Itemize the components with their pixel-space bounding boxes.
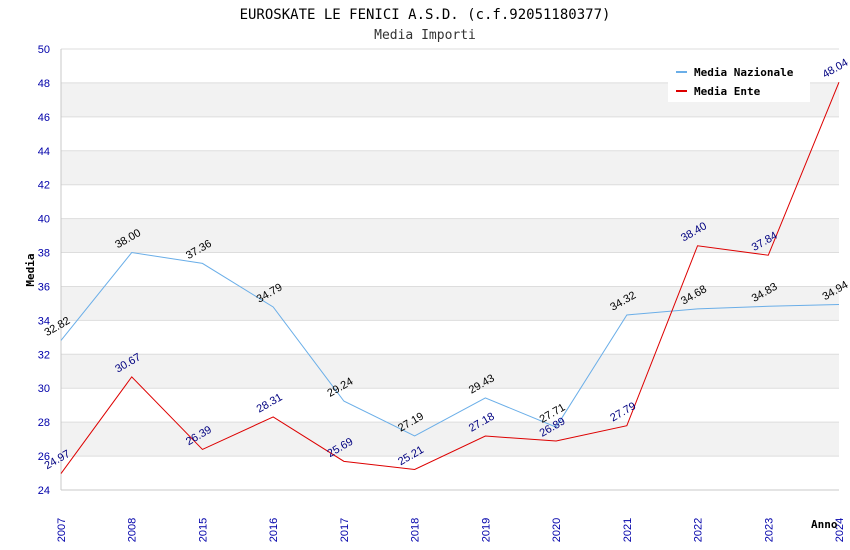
- y-tick-label: 38: [38, 248, 50, 260]
- series-line-media-ente: [60, 82, 840, 474]
- grid-band: [61, 218, 839, 253]
- axes: [60, 49, 839, 491]
- grid-band: [61, 354, 839, 389]
- y-tick-label: 34: [38, 315, 50, 327]
- grid-bands: [61, 82, 839, 457]
- x-tick-label: 2024: [834, 518, 846, 542]
- x-tick-label: 2008: [127, 518, 139, 542]
- y-tick-label: 24: [38, 485, 50, 497]
- x-tick-label: 2021: [622, 518, 634, 542]
- data-label: 48.04: [821, 57, 850, 81]
- series-lines: [60, 82, 840, 474]
- x-tick-label: 2016: [268, 518, 280, 542]
- grid-band: [61, 150, 839, 185]
- x-axis-label: Anno: [811, 518, 838, 531]
- x-tick-label: 2020: [551, 518, 563, 542]
- legend-label: Media Ente: [694, 85, 761, 98]
- y-tick-label: 40: [38, 214, 50, 226]
- y-tick-label: 42: [38, 180, 50, 192]
- x-tick-label: 2022: [693, 518, 705, 542]
- grid-band: [61, 422, 839, 457]
- y-tick-label: 44: [38, 146, 50, 158]
- y-tick-label: 36: [38, 281, 50, 293]
- legend-box: [668, 60, 810, 102]
- x-tick-labels: 2007 2008 2015 2016 2017 2018 2019 2020 2021 2022…: [56, 518, 846, 542]
- legend-label: Media Nazionale: [694, 66, 794, 79]
- y-tick-label: 28: [38, 417, 50, 429]
- x-tick-label: 2023: [763, 518, 775, 542]
- grid-band: [61, 286, 839, 321]
- x-tick-label: 2007: [56, 518, 68, 542]
- y-tick-label: 46: [38, 112, 50, 124]
- grid-lines: [61, 48, 839, 491]
- y-tick-label: 30: [38, 383, 50, 395]
- x-tick-label: 2019: [480, 518, 492, 542]
- data-label: 27.79: [608, 400, 638, 424]
- y-tick-labels: 24 26 28 30 32 34 36 38 40 42 44 46 48 50: [38, 44, 50, 497]
- y-tick-label: 50: [38, 44, 50, 56]
- y-tick-label: 32: [38, 349, 50, 361]
- x-tick-label: 2015: [197, 518, 209, 542]
- y-tick-label: 48: [38, 78, 50, 90]
- x-tick-label: 2018: [410, 518, 422, 542]
- chart-subtitle: Media Importi: [374, 28, 476, 43]
- y-axis-label: Media: [24, 253, 37, 286]
- chart-title: EUROSKATE LE FENICI A.S.D. (c.f.92051180…: [240, 7, 611, 23]
- y-tick-label: 26: [38, 451, 50, 463]
- x-tick-label: 2017: [339, 518, 351, 542]
- data-label: 28.31: [255, 391, 285, 415]
- legend: Media Nazionale Media Ente: [668, 60, 810, 102]
- series-line-media-nazionale: [60, 252, 840, 437]
